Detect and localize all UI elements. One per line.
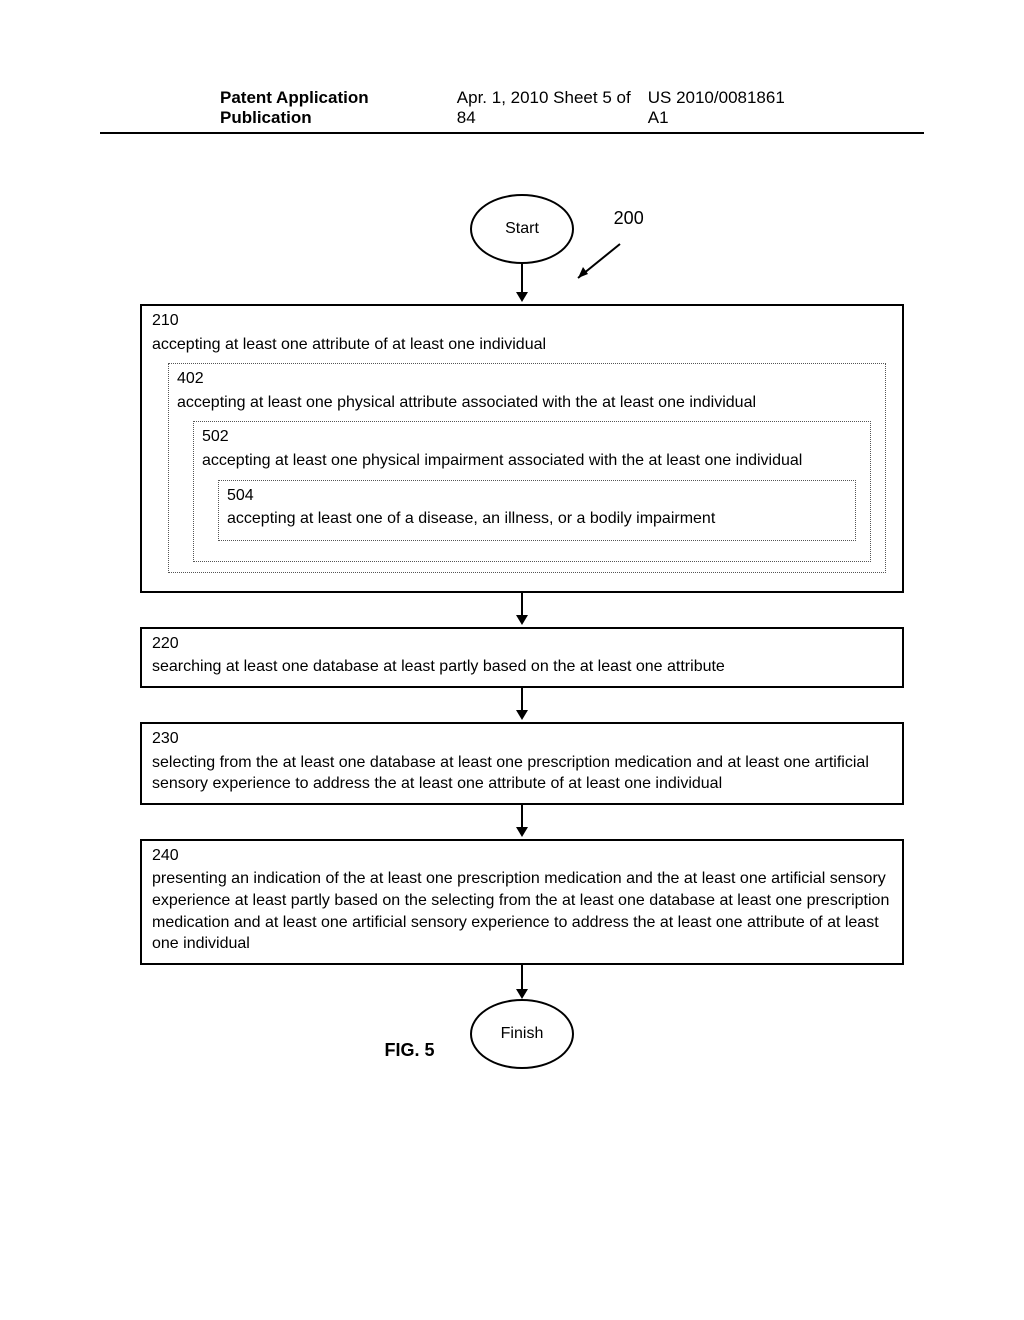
step-210: 210 accepting at least one attribute of …: [140, 304, 904, 593]
page-header: Patent Application Publication Apr. 1, 2…: [100, 0, 924, 134]
arrow-down-icon: [512, 965, 532, 1001]
figure-label: FIG. 5: [384, 1040, 434, 1061]
step-240-text: presenting an indication of the at least…: [152, 870, 889, 952]
step-220: 220 searching at least one database at l…: [140, 627, 904, 688]
step-240-num: 240: [152, 845, 892, 867]
flowchart-steps: 210 accepting at least one attribute of …: [140, 194, 904, 1075]
header-publication: Patent Application Publication: [220, 88, 457, 128]
step-220-text: searching at least one database at least…: [152, 658, 725, 675]
header-date-sheet: Apr. 1, 2010 Sheet 5 of 84: [457, 88, 648, 128]
step-230: 230 selecting from the at least one data…: [140, 722, 904, 805]
step-402: 402 accepting at least one physical attr…: [168, 363, 886, 573]
arrow-down-icon: [512, 264, 532, 304]
header-patent-number: US 2010/0081861 A1: [648, 88, 804, 128]
finish-wrap: Finish FIG. 5: [140, 965, 904, 1075]
arrow-down-icon: [512, 688, 532, 722]
flowchart: Start 200 210 accepting at least one att…: [140, 194, 904, 1075]
connector-230-240: [140, 805, 904, 839]
connector-220-230: [140, 688, 904, 722]
step-402-num: 402: [177, 368, 877, 390]
step-240: 240 presenting an indication of the at l…: [140, 839, 904, 965]
arrow-down-icon: [512, 593, 532, 627]
finish-terminal: Finish: [470, 999, 574, 1069]
step-210-num: 210: [152, 310, 892, 332]
step-502: 502 accepting at least one physical impa…: [193, 421, 871, 561]
step-230-num: 230: [152, 728, 892, 750]
step-502-text: accepting at least one physical impairme…: [202, 452, 802, 469]
step-504-text: accepting at least one of a disease, an …: [227, 510, 715, 527]
arrow-down-icon: [512, 805, 532, 839]
finish-label: Finish: [501, 1025, 544, 1043]
connector-210-220: [140, 593, 904, 627]
step-502-num: 502: [202, 426, 862, 448]
step-504: 504 accepting at least one of a disease,…: [218, 480, 856, 541]
step-210-text: accepting at least one attribute of at l…: [152, 336, 546, 353]
step-504-num: 504: [227, 485, 847, 507]
step-402-text: accepting at least one physical attribut…: [177, 394, 756, 411]
step-230-text: selecting from the at least one database…: [152, 754, 869, 793]
step-220-num: 220: [152, 633, 892, 655]
